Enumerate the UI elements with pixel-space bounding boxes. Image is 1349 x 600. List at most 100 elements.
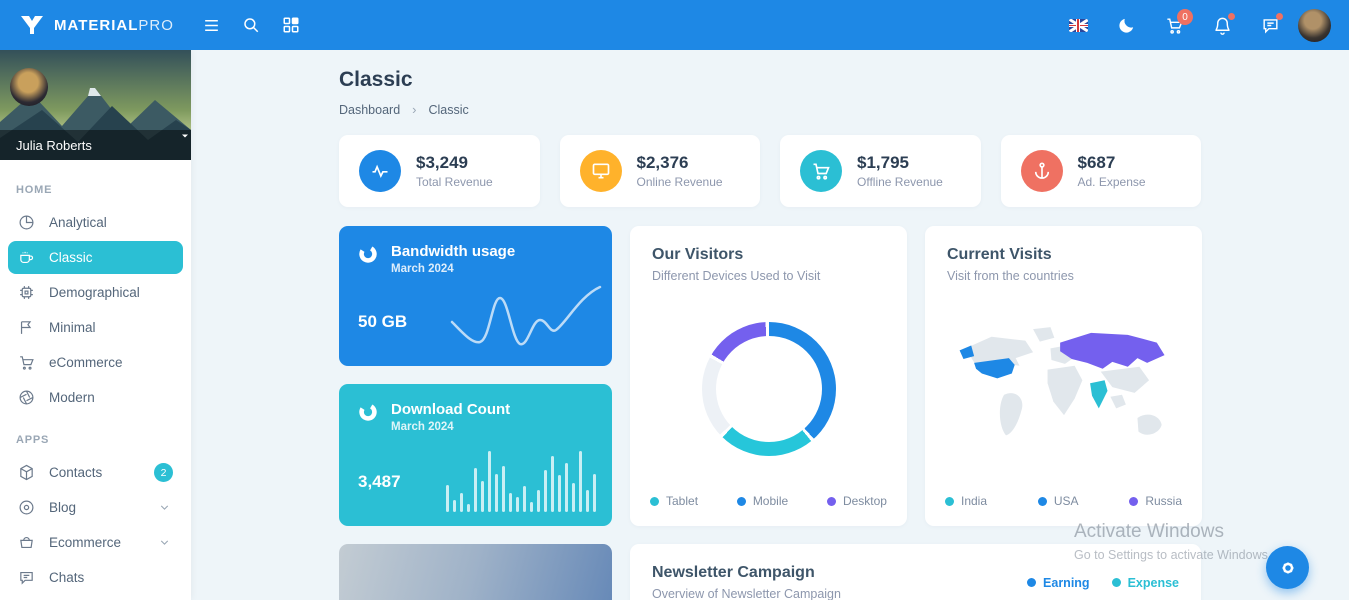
dark-mode-button[interactable]: [1109, 8, 1143, 42]
sidebar-profile: Julia Roberts: [0, 50, 191, 160]
panel-title: Our Visitors: [652, 246, 744, 263]
navbar-right-group: 0: [1058, 8, 1349, 42]
stat-value: $1,795: [857, 153, 909, 172]
sidebar-item-chats[interactable]: Chats: [8, 561, 183, 594]
sidebar-item-blog[interactable]: Blog: [8, 491, 183, 524]
stat-label: Online Revenue: [636, 175, 723, 189]
newsletter-campaign-card: Newsletter Campaign Overview of Newslett…: [630, 544, 1201, 600]
stat-value: $687: [1077, 153, 1116, 172]
stat-card-total-revenue: $3,249 Total Revenue: [339, 135, 540, 207]
visitors-donut-chart: [701, 321, 836, 456]
legend-item-mobile: Mobile: [736, 494, 788, 508]
cpu-icon: [18, 284, 36, 301]
gear-icon: [1281, 561, 1294, 574]
messages-button[interactable]: [1253, 8, 1287, 42]
language-button[interactable]: [1061, 8, 1095, 42]
charts-row: Bandwidth usage March 2024 50 GB Downloa…: [339, 226, 1202, 526]
map-region-usa: [959, 345, 974, 359]
card-title: Download Count: [391, 401, 511, 418]
legend-item-usa: USA: [1037, 494, 1079, 508]
section-label-home: HOME: [16, 184, 53, 196]
bandwidth-usage-card: Bandwidth usage March 2024 50 GB: [339, 226, 612, 366]
mountains-background: [0, 50, 191, 160]
brand-logo[interactable]: MATERIALPRO: [0, 14, 191, 36]
card-title: Bandwidth usage: [391, 243, 516, 260]
legend-item-desktop: Desktop: [826, 494, 887, 508]
stat-card-online-revenue: $2,376 Online Revenue: [559, 135, 760, 207]
stat-value: $3,249: [416, 153, 468, 172]
aperture-icon: [18, 389, 36, 406]
stat-cards-row: $3,249 Total Revenue $2,376 Online Reven…: [339, 135, 1201, 207]
profile-name-row[interactable]: Julia Roberts: [0, 130, 191, 160]
download-count-card: Download Count March 2024 3,487: [339, 384, 612, 526]
activity-icon: [359, 150, 401, 192]
sidebar-toggle-button[interactable]: [194, 8, 228, 42]
shopping-cart-icon: [18, 354, 36, 371]
main-content: Classic Dashboard › Classic $3,249 Total…: [191, 50, 1349, 600]
grid-icon: [283, 17, 299, 33]
card-subtitle: March 2024: [391, 421, 454, 433]
stat-label: Total Revenue: [416, 175, 493, 189]
chat-icon: [1262, 18, 1278, 34]
sidebar-item-minimal[interactable]: Minimal: [8, 311, 183, 344]
legend-item-earning: Earning: [1027, 576, 1090, 590]
brand-text: MATERIALPRO: [54, 16, 174, 34]
download-bars-chart: [446, 448, 598, 512]
settings-fab-button[interactable]: [1266, 546, 1309, 589]
cart-icon: [800, 150, 842, 192]
anchor-icon: [1020, 150, 1063, 192]
chevron-down-icon: [158, 536, 171, 549]
top-navbar: MATERIALPRO 0: [0, 0, 1349, 50]
panel-title: Newsletter Campaign: [652, 564, 815, 581]
basket-icon: [18, 534, 36, 551]
newsletter-legend: Earning Expense: [1027, 576, 1179, 590]
user-avatar[interactable]: [1298, 8, 1331, 42]
breadcrumb: Dashboard › Classic: [339, 102, 1201, 117]
panel-title: Current Visits: [947, 246, 1052, 263]
stat-card-offline-revenue: $1,795 Offline Revenue: [780, 135, 981, 207]
panel-subtitle: Overview of Newsletter Campaign: [652, 587, 841, 600]
monitor-icon: [579, 150, 622, 192]
our-visitors-card: Our Visitors Different Devices Used to V…: [630, 226, 907, 526]
coffee-icon: [18, 249, 36, 266]
section-label-apps: APPS: [16, 434, 50, 446]
bandwidth-sparkline: [450, 285, 602, 346]
sidebar-item-ecommerce-app[interactable]: Ecommerce: [8, 526, 183, 559]
chevron-down-icon: [158, 501, 171, 514]
stat-value: $2,376: [636, 153, 689, 172]
world-map: [959, 326, 1165, 435]
flag-icon: [18, 319, 36, 336]
moon-icon: [1118, 18, 1133, 33]
download-value: 3,487: [358, 472, 401, 491]
sidebar-item-demographical[interactable]: Demographical: [8, 276, 183, 309]
sidebar-nav: HOME Analytical Classic Demographical Mi…: [0, 160, 191, 600]
sidebar-item-contacts[interactable]: Contacts 2: [8, 456, 183, 489]
page-title: Classic: [339, 68, 413, 91]
sidebar-item-modern[interactable]: Modern: [8, 381, 183, 414]
caret-down-icon: [182, 134, 188, 138]
legend-item-india: India: [945, 494, 987, 508]
bandwidth-value: 50 GB: [358, 312, 408, 331]
package-icon: [18, 464, 36, 481]
sidebar-item-ecommerce[interactable]: eCommerce: [8, 346, 183, 379]
cart-button[interactable]: 0: [1157, 8, 1193, 42]
legend-item-tablet: Tablet: [650, 494, 698, 508]
apps-grid-button[interactable]: [274, 8, 308, 42]
hamburger-icon: [204, 19, 218, 31]
profile-avatar[interactable]: [10, 68, 48, 106]
stat-label: Ad. Expense: [1077, 175, 1146, 189]
breadcrumb-dashboard[interactable]: Dashboard: [339, 102, 401, 117]
search-button[interactable]: [234, 8, 268, 42]
visitors-legend: Tablet Mobile Desktop: [630, 494, 907, 526]
sidebar-item-classic[interactable]: Classic: [8, 241, 183, 274]
uk-flag-icon: [1068, 18, 1088, 32]
pie-chart-icon: [18, 214, 36, 231]
bell-icon: [1214, 17, 1230, 35]
notifications-button[interactable]: [1205, 8, 1239, 42]
cart-badge: 0: [1177, 9, 1193, 25]
message-icon: [18, 569, 36, 586]
contacts-badge: 2: [154, 463, 173, 482]
current-visits-card: Current Visits Visit from the countries: [925, 226, 1202, 526]
panel-subtitle: Different Devices Used to Visit: [652, 269, 821, 283]
sidebar-item-analytical[interactable]: Analytical: [8, 206, 183, 239]
